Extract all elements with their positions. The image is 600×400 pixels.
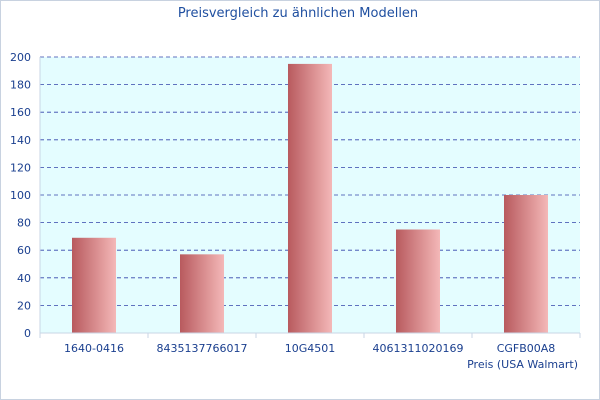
bars	[72, 63, 548, 334]
y-tick-labels: 0 20 40 60 80 100 120 140 160 180 200	[10, 51, 31, 340]
x-axis-label: Preis (USA Walmart)	[467, 358, 578, 371]
x-tick-label: 10G4501	[285, 342, 336, 355]
x-tick-label: CGFB00A8	[497, 342, 556, 355]
x-tick-label: 8435137766017	[157, 342, 248, 355]
x-tick-label: 4061311020169	[373, 342, 464, 355]
chart-title: Preisvergleich zu ähnlichen Modellen	[178, 6, 418, 21]
y-tick-label: 120	[10, 161, 31, 174]
y-tick-label: 200	[10, 51, 31, 64]
x-tick-label: 1640-0416	[64, 342, 124, 355]
bar	[504, 195, 548, 333]
y-tick-label: 20	[17, 299, 31, 312]
y-tick-label: 80	[17, 217, 31, 230]
y-tick-label: 140	[10, 134, 31, 147]
bar	[396, 229, 440, 333]
axes	[39, 57, 581, 338]
y-tick-label: 160	[10, 106, 31, 119]
y-tick-label: 40	[17, 272, 31, 285]
bar	[72, 237, 116, 333]
y-tick-label: 180	[10, 79, 31, 92]
y-tick-label: 100	[10, 189, 31, 202]
bar	[288, 63, 332, 334]
y-tick-label: 0	[24, 327, 31, 340]
y-tick-label: 60	[17, 244, 31, 257]
bar	[180, 254, 224, 333]
x-tick-labels: 1640-0416 8435137766017 10G4501 40613110201…	[64, 342, 555, 355]
